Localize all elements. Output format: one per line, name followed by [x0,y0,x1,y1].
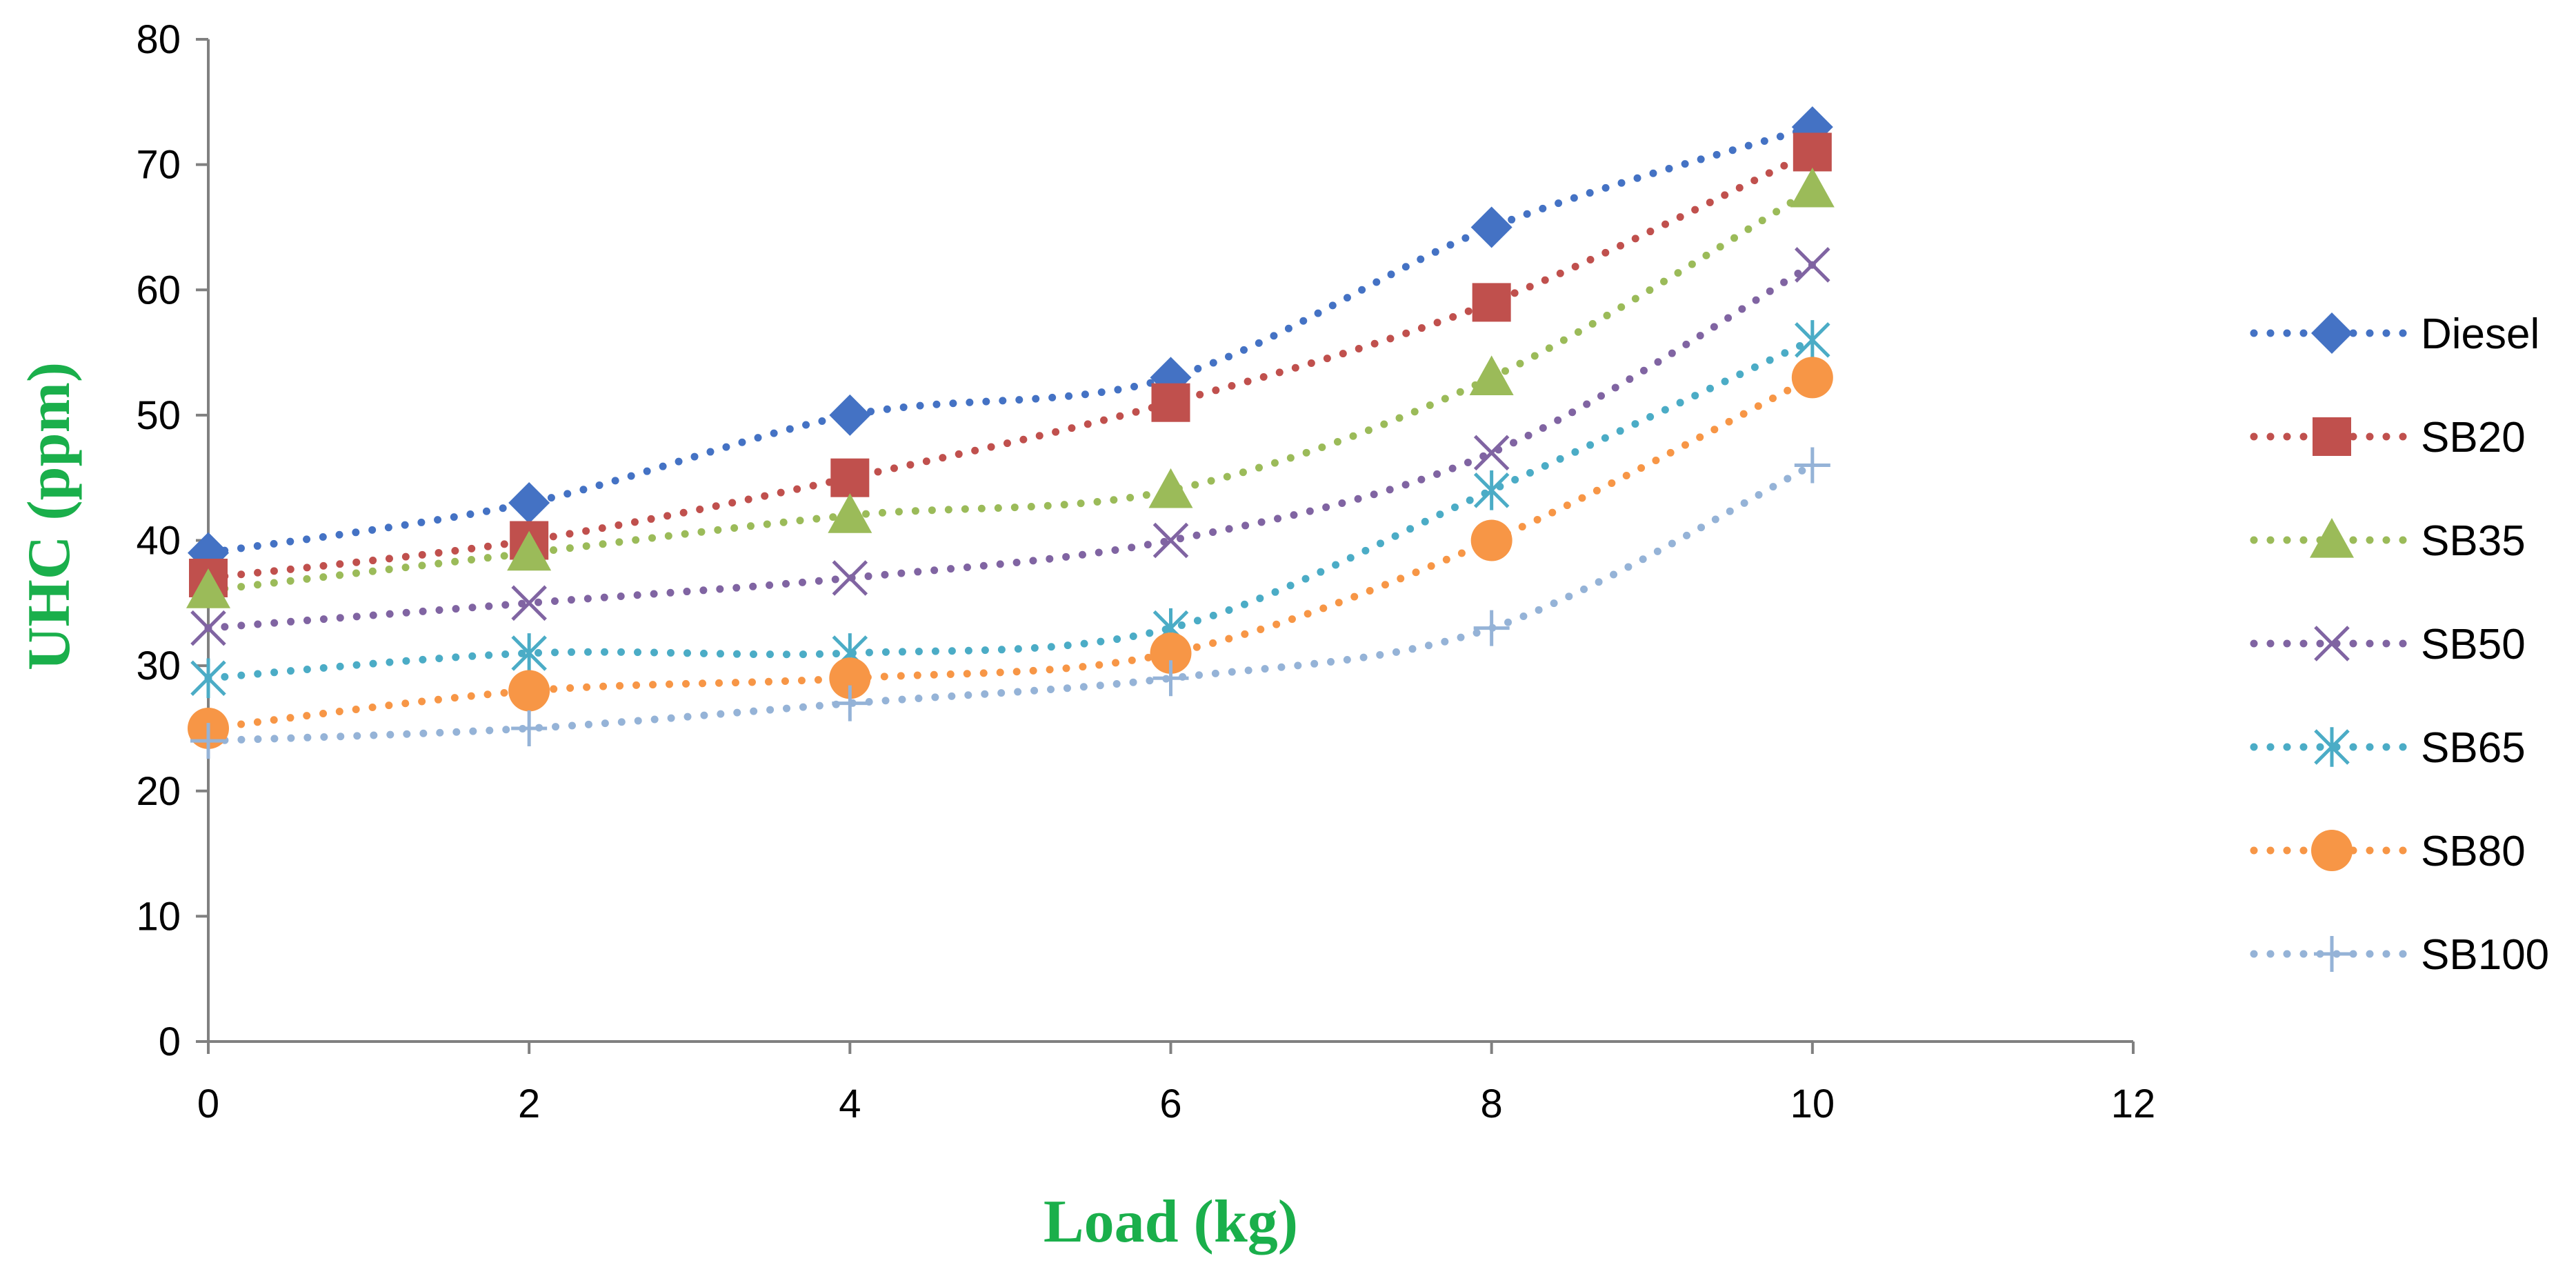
data-point-sb35 [1148,468,1193,508]
data-point-sb35 [1790,167,1835,208]
x-tick-label: 12 [2111,1082,2156,1126]
legend-entry-sb80: SB80 [2250,828,2526,875]
legend-marker [2311,830,2353,871]
series-line-diesel [204,123,1817,557]
legend-label: Diesel [2421,310,2539,358]
x-tick-label: 2 [518,1082,540,1126]
legend-entry-sb100: SB100 [2250,931,2549,979]
data-point-diesel [508,482,550,524]
legend-marker [2310,518,2354,558]
data-point-sb80 [829,657,871,699]
legend-marker [2314,727,2350,767]
y-tick-label: 40 [136,519,181,564]
data-point-diesel [829,394,871,436]
x-tick-label: 6 [1159,1082,1181,1126]
x-tick-label: 4 [839,1082,861,1126]
data-point-sb80 [508,670,550,712]
data-point-sb35 [828,493,872,533]
data-point-sb20 [1472,283,1511,322]
data-point-sb35 [1469,355,1514,395]
legend-label: SB65 [2421,724,2526,772]
data-point-sb65 [1795,320,1830,360]
data-point-sb50 [190,610,226,646]
data-point-sb50 [1152,522,1189,559]
plot-area: 0 10 20 30 40 50 60 70 80 0 2 4 6 8 10 12 [136,17,2155,1126]
x-tick-label: 8 [1481,1082,1503,1126]
y-tick-label: 0 [159,1019,181,1064]
data-point-sb65 [190,658,226,699]
legend-label: SB80 [2421,828,2526,875]
y-tick-label: 20 [136,769,181,814]
data-point-sb100 [1794,447,1830,484]
legend-entry-sb20: SB20 [2250,414,2526,461]
data-point-sb50 [1473,435,1510,471]
series-line-sb50 [204,261,1817,632]
legend-entry-diesel: Diesel [2250,310,2539,358]
data-point-sb50 [832,560,868,596]
legend-marker [2313,417,2351,456]
data-point-diesel [1470,206,1512,248]
y-tick-label: 80 [136,17,181,62]
legend-label: SB100 [2421,931,2549,979]
data-point-sb100 [511,710,548,746]
data-point-sb80 [1150,632,1192,674]
x-tick-label: 0 [197,1082,219,1126]
x-axis-ticks: 0 2 4 6 8 10 12 [197,1042,2155,1126]
legend-marker [2314,936,2350,972]
data-point-sb50 [1795,247,1830,283]
legend-entry-sb65: SB65 [2250,724,2526,772]
series-line-sb65 [204,336,1817,682]
legend: Diesel SB20 SB35 SB50 SB65 SB80 SB100 [2250,310,2549,979]
x-tick-label: 10 [1790,1082,1835,1126]
data-point-sb65 [1473,470,1510,510]
series-lines [204,123,1817,745]
legend-label: SB35 [2421,517,2526,565]
data-point-sb80 [1470,519,1512,561]
legend-entry-sb35: SB35 [2250,517,2526,565]
series-line-sb80 [204,373,1817,733]
y-axis-title: UHC (ppm) [16,362,83,670]
data-point-sb100 [190,723,226,759]
y-tick-label: 70 [136,143,181,188]
data-point-sb35 [507,530,552,571]
data-point-sb100 [832,685,868,721]
data-point-sb20 [1151,383,1190,422]
data-point-sb65 [511,633,547,673]
legend-marker [2311,312,2353,354]
series-line-sb20 [204,148,1817,582]
y-tick-label: 30 [136,644,181,688]
legend-marker [2314,626,2350,661]
y-tick-label: 60 [136,268,181,312]
data-point-sb100 [1473,610,1510,646]
legend-label: SB50 [2421,621,2526,668]
series-line-sb35 [204,186,1817,595]
data-point-sb50 [511,585,547,621]
data-point-sb35 [186,568,230,608]
series-markers [186,106,1835,759]
y-tick-label: 10 [136,894,181,939]
data-point-sb100 [1152,660,1189,697]
y-tick-label: 50 [136,393,181,438]
y-axis-ticks: 0 10 20 30 40 50 60 70 80 [136,17,208,1064]
data-point-sb80 [1791,357,1833,399]
legend-label: SB20 [2421,414,2526,461]
series-line-sb100 [204,461,1817,745]
legend-entry-sb50: SB50 [2250,621,2526,668]
x-axis-title: Load (kg) [1044,1188,1298,1255]
data-point-sb20 [830,458,870,497]
data-point-sb20 [1793,132,1832,172]
